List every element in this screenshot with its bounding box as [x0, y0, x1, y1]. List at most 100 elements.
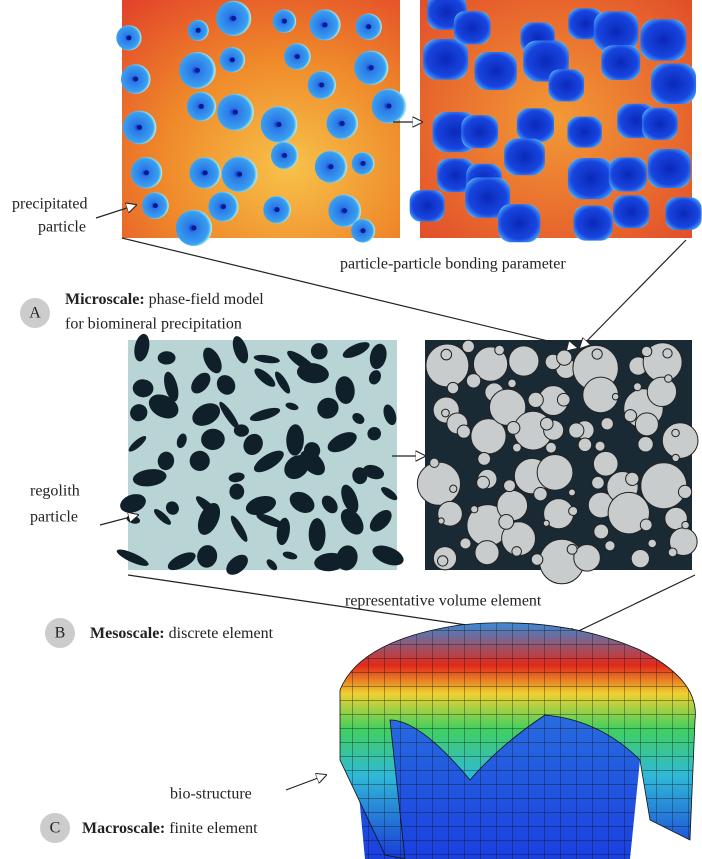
particle [566, 543, 578, 555]
particle [639, 518, 653, 532]
particle [476, 475, 490, 490]
pore [120, 494, 146, 513]
particle-core [360, 228, 366, 234]
particle [429, 457, 440, 468]
particle [593, 523, 610, 540]
pore [128, 436, 147, 452]
arrow [99, 515, 138, 526]
pore [327, 432, 357, 453]
scale-description: finite element [169, 820, 258, 837]
pore [352, 413, 365, 424]
particle [665, 197, 702, 230]
pore [285, 402, 299, 411]
annotation: particle [30, 509, 78, 526]
pore [226, 554, 248, 575]
particle-core [137, 124, 143, 130]
particle [459, 537, 472, 550]
annotation: precipitated [12, 196, 88, 213]
pore [340, 508, 364, 535]
particle-core [366, 24, 372, 30]
regolith-pores [116, 333, 404, 575]
pore [197, 545, 218, 568]
particle [640, 462, 688, 510]
particle [640, 345, 653, 358]
pore [308, 518, 326, 551]
pore [369, 510, 392, 532]
particle [593, 11, 639, 52]
particle-core [274, 207, 280, 213]
particle [436, 555, 449, 567]
particle [516, 108, 555, 142]
pore [300, 450, 325, 476]
particle [677, 484, 693, 499]
pore [381, 487, 398, 501]
particle [592, 450, 619, 477]
pore [368, 370, 381, 385]
pore [229, 483, 245, 500]
pore [130, 404, 148, 422]
particle [573, 205, 613, 241]
particle [540, 416, 554, 431]
dem-particles [416, 339, 699, 585]
particle [607, 491, 651, 535]
pore [233, 424, 249, 437]
particle [651, 63, 697, 105]
particles [409, 0, 702, 243]
arrow [580, 239, 687, 348]
scale-description: for biomineral precipitation [65, 316, 242, 333]
particle [661, 422, 699, 459]
particle [512, 442, 522, 453]
particle [494, 344, 505, 356]
particle [461, 115, 499, 149]
particle [470, 505, 479, 514]
pore [167, 552, 196, 571]
particle [647, 538, 657, 549]
particle [527, 391, 544, 409]
particle-core [276, 121, 282, 127]
particle [536, 453, 574, 491]
pore [192, 403, 221, 426]
particle-core [195, 27, 201, 33]
pore [232, 336, 249, 364]
particle-core [339, 121, 345, 127]
particle [530, 553, 544, 566]
pore [132, 469, 167, 487]
particle-core [281, 18, 287, 24]
particle [474, 540, 500, 566]
pore [296, 362, 329, 384]
arrow [285, 775, 326, 791]
pore [157, 451, 175, 471]
particle-core [282, 152, 288, 158]
arrow [121, 237, 577, 348]
particle [533, 486, 548, 502]
particle-core [221, 204, 227, 210]
particle-core [233, 109, 239, 115]
pore [134, 333, 150, 362]
arrow [95, 205, 136, 219]
pore [191, 372, 211, 394]
particle [637, 436, 654, 453]
particle [608, 157, 647, 192]
pore [116, 549, 149, 566]
pore [335, 376, 355, 404]
particle [600, 417, 614, 431]
particle [681, 520, 690, 530]
particle [456, 424, 471, 439]
pore [157, 351, 176, 365]
particle [647, 149, 691, 188]
particle-core [386, 103, 392, 109]
particle [498, 513, 515, 530]
particle [568, 488, 576, 497]
particle [507, 378, 517, 389]
particle [477, 451, 492, 466]
pore [189, 450, 210, 472]
particles [116, 0, 407, 247]
pore [336, 545, 358, 571]
particle [506, 420, 521, 435]
badge-letter: B [55, 625, 66, 642]
scale-label: Mesoscale: discrete element [90, 625, 274, 642]
pore [230, 515, 248, 542]
pore [367, 427, 382, 441]
particle [568, 422, 585, 439]
particle-core [152, 203, 158, 209]
